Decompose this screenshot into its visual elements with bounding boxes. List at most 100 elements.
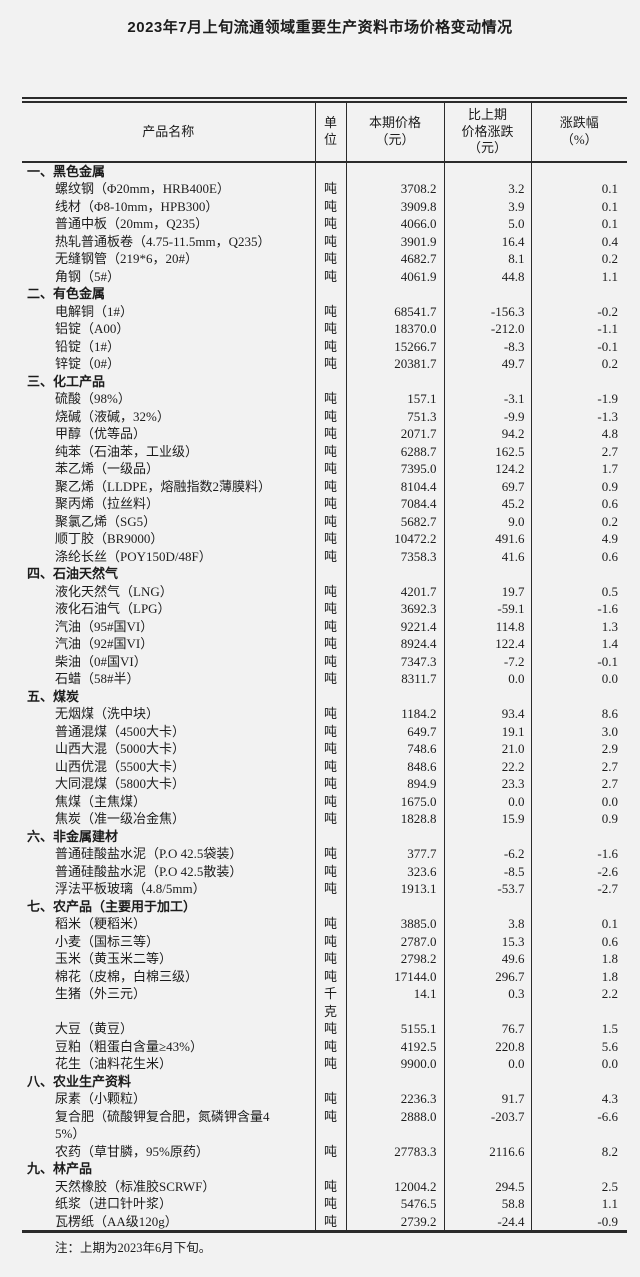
pct-cell: 3.0 (530, 722, 627, 740)
product-name: 苯乙烯（一级品） (55, 461, 160, 476)
empty-cell (443, 827, 531, 845)
price-cell: 751.3 (345, 407, 444, 425)
pct-cell: 2.5 (530, 1177, 627, 1195)
table-row: 普通硅酸盐水泥（P.O 42.5散装） 吨 323.6 -8.5 -2.6 (22, 862, 627, 880)
product-name: 稻米（粳稻米） (55, 916, 147, 931)
table-row: 生猪（外三元） 千 克 14.1 0.3 2.2 (22, 985, 627, 1020)
price-cell: 7395.0 (345, 460, 444, 478)
pct-cell: -0.2 (530, 302, 627, 320)
product-name: 豆粕（粗蛋白含量≥43%） (55, 1038, 203, 1054)
pct-cell: 0.2 (530, 512, 627, 530)
empty-cell (530, 161, 627, 180)
unit-cell: 吨 (314, 600, 346, 618)
change-cell: 114.8 (443, 617, 531, 635)
unit-cell: 吨 (314, 530, 346, 548)
pct-cell: -1.9 (530, 390, 627, 408)
unit-cell: 吨 (314, 635, 346, 653)
unit-cell: 吨 (314, 197, 346, 215)
section-row: 五、煤炭 (22, 687, 627, 705)
unit-cell: 吨 (314, 1020, 346, 1038)
empty-cell (314, 1072, 346, 1090)
table-body: 一、黑色金属 螺纹钢（Φ20mm，HRB400E）吨 3708.2 3.2 0.1 线材（… (22, 161, 627, 1232)
table-row: 石蜡（58#半）吨 8311.7 0.0 0.0 (22, 670, 627, 688)
section-row: 二、有色金属 (22, 285, 627, 303)
pct-cell: 1.7 (530, 460, 627, 478)
table-row: 棉花（皮棉，白棉三级） 吨 17144.0 296.7 1.8 (22, 967, 627, 985)
pct-cell: 4.3 (530, 1090, 627, 1108)
table-row: 锌锭（0#） 吨 20381.7 49.7 0.2 (22, 355, 627, 373)
empty-cell (314, 827, 346, 845)
unit-cell: 吨 (314, 950, 346, 968)
table-row: 涤纶长丝（POY150D/48F） 吨 7358.3 41.6 0.6 (22, 547, 627, 565)
unit-cell: 吨 (314, 180, 346, 198)
table-row: 无缝钢管（219*6，20#） 吨 4682.7 8.1 0.2 (22, 250, 627, 268)
price-cell: 6288.7 (345, 442, 444, 460)
change-cell: 3.8 (443, 915, 531, 933)
empty-cell (530, 687, 627, 705)
table-row: 汽油（92#国VI） 吨 8924.4 122.4 1.4 (22, 635, 627, 653)
empty-cell (443, 1072, 531, 1090)
product-name: 无烟煤（洗中块） (55, 706, 160, 721)
change-cell: 16.4 (443, 232, 531, 250)
section-row: 三、化工产品 (22, 372, 627, 390)
pct-cell: 1.8 (530, 950, 627, 968)
price-cell: 894.9 (345, 775, 444, 793)
unit-cell: 千 克 (314, 985, 346, 1020)
product-name: 瓦楞纸（AA级120g） (55, 1213, 178, 1229)
price-cell: 7084.4 (345, 495, 444, 513)
price-cell: 3885.0 (345, 915, 444, 933)
page-title: 2023年7月上旬流通领域重要生产资料市场价格变动情况 (127, 19, 513, 36)
pct-cell: -1.6 (530, 600, 627, 618)
price-table: 产品名称 单 位 本期价格 （元） 比上期 价格涨跌 （元） 涨跌幅 （%） 一… (22, 97, 627, 1233)
unit-cell: 吨 (314, 232, 346, 250)
table-row: 尿素（小颗粒） 吨 2236.3 91.7 4.3 (22, 1090, 627, 1108)
empty-cell (443, 1160, 531, 1178)
table-row: 复合肥（硫酸钾复合肥，氮磷钾含量4 5%） 吨 2888.0 -203.7 -6.6 (22, 1107, 627, 1143)
product-name: 顺丁胶（BR9000） (55, 531, 164, 546)
price-cell: 1913.1 (345, 880, 444, 898)
unit-cell: 吨 (314, 705, 346, 723)
unit-cell: 吨 (314, 302, 346, 320)
pct-cell: 1.8 (530, 967, 627, 985)
pct-cell: 1.4 (530, 635, 627, 653)
change-cell: -3.1 (443, 390, 531, 408)
product-name: 小麦（国标三等） (55, 933, 160, 949)
change-cell: 5.0 (443, 215, 531, 233)
change-cell: 124.2 (443, 460, 531, 478)
col-header-change: 比上期 价格涨跌 （元） (443, 102, 531, 163)
pct-cell: 0.0 (530, 1055, 627, 1073)
price-table-grid: 产品名称 单 位 本期价格 （元） 比上期 价格涨跌 （元） 涨跌幅 （%） 一… (22, 101, 627, 1233)
change-cell: 19.1 (443, 722, 531, 740)
product-name: 普通硅酸盐水泥（P.O 42.5散装） (55, 863, 243, 879)
product-name: 液化天然气（LNG） (55, 583, 173, 599)
table-row: 纸浆（进口针叶浆） 吨 5476.5 58.8 1.1 (22, 1195, 627, 1213)
product-name: 螺纹钢（Φ20mm，HRB400E） (55, 181, 230, 196)
product-name: 复合肥（硫酸钾复合肥，氮磷钾含量4 5%） (55, 1108, 270, 1142)
unit-cell: 吨 (314, 617, 346, 635)
table-row: 大同混煤（5800大卡） 吨 894.9 23.3 2.7 (22, 775, 627, 793)
table-row: 铝锭（A00） 吨 18370.0 -212.0 -1.1 (22, 320, 627, 338)
section-label: 八、农业生产资料 (27, 1073, 132, 1089)
unit-cell: 吨 (314, 967, 346, 985)
table-row: 山西优混（5500大卡） 吨 848.6 22.2 2.7 (22, 757, 627, 775)
section-label: 二、有色金属 (27, 286, 106, 301)
table-row: 浮法平板玻璃（4.8/5mm） 吨 1913.1 -53.7 -2.7 (22, 880, 627, 898)
product-name: 线材（Φ8-10mm，HPB300） (55, 198, 219, 214)
price-cell: 1675.0 (345, 792, 444, 810)
product-name: 角钢（5#） (55, 268, 121, 284)
unit-cell: 吨 (314, 407, 346, 425)
table-row: 聚乙烯（LLDPE，熔融指数2薄膜料） 吨 8104.4 69.7 0.9 (22, 477, 627, 495)
change-cell: 69.7 (443, 477, 531, 495)
product-name: 无缝钢管（219*6，20#） (55, 251, 199, 266)
price-cell: 7347.3 (345, 652, 444, 670)
change-cell: 15.9 (443, 810, 531, 828)
unit-cell: 吨 (314, 652, 346, 670)
unit-cell: 吨 (314, 547, 346, 565)
price-cell: 8104.4 (345, 477, 444, 495)
change-cell: 220.8 (443, 1037, 531, 1055)
change-cell: 0.0 (443, 1055, 531, 1073)
product-name: 柴油（0#国VI） (55, 653, 147, 669)
col-header-pct: 涨跌幅 （%） (530, 102, 627, 163)
price-cell: 4192.5 (345, 1037, 444, 1055)
empty-cell (345, 827, 444, 845)
